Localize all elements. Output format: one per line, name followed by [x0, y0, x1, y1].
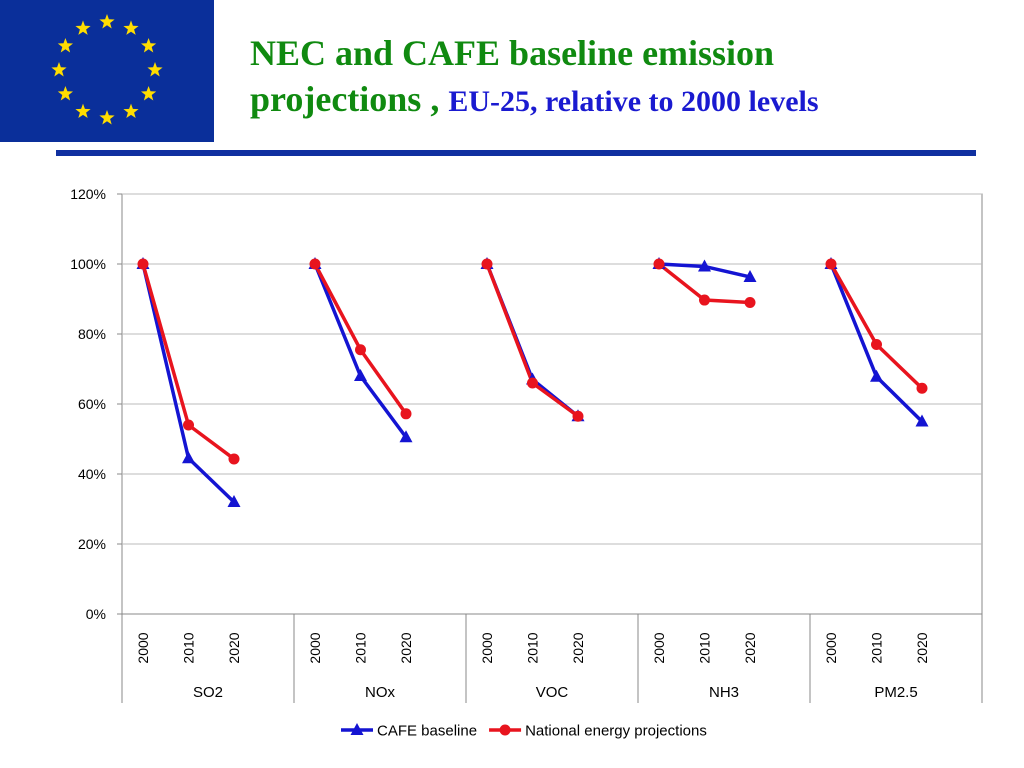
x-year-label: 2000	[135, 632, 151, 663]
x-year-label: 2000	[307, 632, 323, 663]
legend-label: National energy projections	[525, 723, 707, 740]
eu-stars-icon	[51, 14, 163, 125]
series-2-point	[916, 382, 928, 394]
flag-star-icon	[141, 38, 157, 53]
series-2-point	[871, 339, 882, 350]
legend-swatch-marker	[499, 724, 511, 736]
series-2-point	[825, 258, 837, 270]
series-1-point	[399, 430, 413, 443]
series-2-point	[309, 258, 321, 270]
x-year-label: 2020	[914, 632, 930, 663]
y-tick-label: 100%	[70, 256, 106, 272]
series-1-point	[870, 369, 883, 382]
series-2-point	[527, 377, 538, 389]
flag-star-icon	[57, 38, 73, 53]
y-tick-label: 80%	[78, 326, 106, 342]
x-year-label: 2010	[869, 632, 885, 663]
series-2-line	[313, 263, 408, 415]
flag-star-icon	[123, 103, 139, 118]
series-2-point	[355, 344, 366, 356]
series-2-point	[481, 258, 493, 270]
x-group-label: NH3	[709, 684, 739, 701]
flag-star-icon	[75, 103, 91, 118]
title-subtitle: EU-25, relative to 2000 levels	[448, 85, 819, 118]
x-year-label: 2020	[226, 632, 242, 663]
flag-star-icon	[99, 110, 115, 125]
eu-flag	[0, 0, 214, 142]
legend-label: CAFE baseline	[377, 723, 477, 740]
x-year-label: 2020	[570, 632, 586, 663]
y-tick-label: 0%	[86, 606, 106, 622]
series-1-point	[227, 495, 241, 507]
series-2-point	[744, 297, 756, 308]
x-group-label: VOC	[536, 684, 569, 701]
x-year-label: 2000	[823, 632, 839, 663]
series-1-point	[743, 269, 757, 282]
legend: CAFE baseline National energy projections	[341, 723, 707, 740]
series-2-line	[829, 263, 924, 390]
series-1-point	[915, 414, 929, 427]
flag-star-icon	[123, 20, 139, 35]
x-year-label: 2000	[479, 632, 495, 663]
legend-swatch-marker	[350, 723, 364, 735]
x-year-label: 2010	[697, 632, 713, 663]
series-2-point	[400, 408, 412, 420]
y-tick-label: 120%	[70, 186, 106, 202]
series-2-point	[653, 258, 665, 270]
title-divider	[56, 150, 976, 156]
series-2-point	[137, 258, 149, 270]
flag-star-icon	[57, 86, 73, 101]
y-tick-label: 40%	[78, 466, 106, 482]
flag-star-icon	[147, 62, 163, 77]
series-2-point	[572, 410, 584, 422]
series-2-point	[699, 294, 710, 306]
flag-star-icon	[141, 86, 157, 101]
series-1-point	[182, 451, 195, 464]
title-line-2-text: projections ,	[250, 79, 440, 119]
x-year-label: 2000	[651, 632, 667, 663]
series-1-point	[698, 259, 711, 272]
y-tick-label: 20%	[78, 536, 106, 552]
x-year-label: 2020	[398, 632, 414, 663]
x-year-label: 2020	[742, 632, 758, 663]
y-tick-label: 60%	[78, 396, 106, 412]
flag-star-icon	[99, 14, 115, 29]
series-2-point	[228, 453, 240, 465]
flag-star-icon	[75, 20, 91, 35]
title-line-1: NEC and CAFE baseline emission	[250, 33, 775, 73]
x-group-label: NOx	[365, 684, 396, 701]
series-2-point	[183, 419, 194, 431]
series-1-point	[354, 369, 367, 381]
slide-title: NEC and CAFE baseline emission projectio…	[250, 30, 1010, 125]
series-1-line	[485, 263, 580, 418]
x-year-label: 2010	[353, 632, 369, 663]
x-group-label: PM2.5	[874, 684, 917, 701]
x-year-label: 2010	[181, 632, 197, 663]
x-year-label: 2010	[525, 632, 541, 663]
title-line-2: projections , EU-25, relative to 2000 le…	[250, 76, 1010, 125]
series-1-line	[141, 263, 236, 504]
series-2-line	[485, 263, 580, 418]
flag-star-icon	[51, 62, 67, 77]
x-group-label: SO2	[193, 684, 223, 701]
